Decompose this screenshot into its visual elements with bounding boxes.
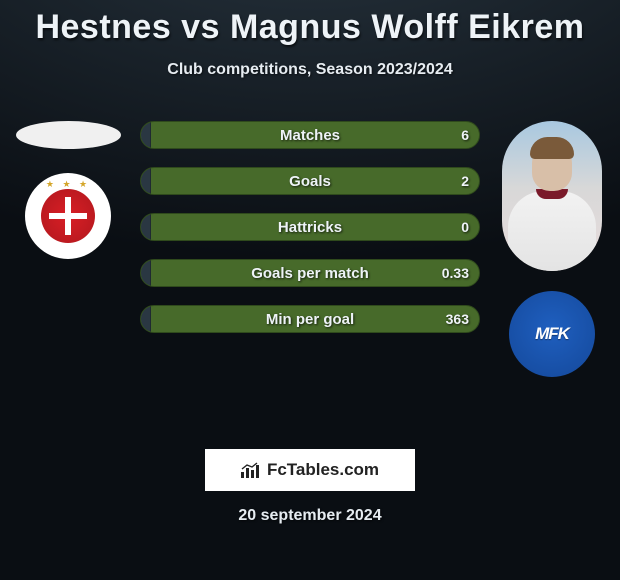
- stat-value-right: 6: [461, 122, 469, 148]
- comparison-title: Hestnes vs Magnus Wolff Eikrem: [0, 0, 620, 47]
- stat-row: Min per goal 363: [140, 305, 480, 333]
- stat-label: Min per goal: [141, 306, 479, 332]
- club-badge-left: ★ ★ ★: [25, 173, 111, 259]
- club-badge-right-text: MFK: [535, 324, 569, 344]
- stat-row: Matches 6: [140, 121, 480, 149]
- stat-row: Goals per match 0.33: [140, 259, 480, 287]
- stat-label: Hattricks: [141, 214, 479, 240]
- stat-bars: Matches 6 Goals 2 Hattricks 0 Goals per …: [140, 121, 480, 351]
- comparison-body: ★ ★ ★ Matches 6 Goals 2 Hattricks 0: [0, 121, 620, 391]
- player-right-column: MFK: [492, 121, 612, 377]
- stat-label: Goals: [141, 168, 479, 194]
- stat-value-right: 0.33: [442, 260, 469, 286]
- club-badge-left-emblem: [41, 189, 95, 243]
- brand-attribution: FcTables.com: [205, 449, 415, 491]
- player-left-column: ★ ★ ★: [8, 121, 128, 259]
- stat-value-right: 2: [461, 168, 469, 194]
- club-badge-right: MFK: [509, 291, 595, 377]
- comparison-subtitle: Club competitions, Season 2023/2024: [0, 61, 620, 79]
- brand-text: FcTables.com: [267, 460, 379, 480]
- stat-row: Hattricks 0: [140, 213, 480, 241]
- stat-label: Matches: [141, 122, 479, 148]
- chart-icon: [241, 462, 261, 478]
- stat-row: Goals 2: [140, 167, 480, 195]
- stat-label: Goals per match: [141, 260, 479, 286]
- comparison-date: 20 september 2024: [0, 507, 620, 525]
- player-right-photo: [502, 121, 602, 271]
- stat-value-right: 363: [446, 306, 469, 332]
- player-left-photo-placeholder: [16, 121, 121, 149]
- stat-value-right: 0: [461, 214, 469, 240]
